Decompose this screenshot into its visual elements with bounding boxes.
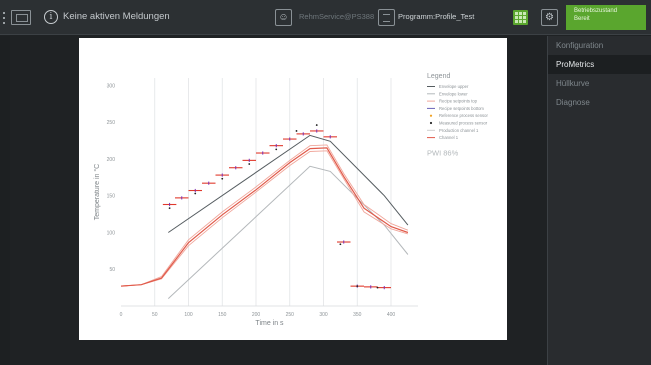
series-recipe-setpoints-top (120, 144, 409, 287)
pwi-label: PWI 86% (427, 148, 459, 157)
legend-entry: Reference process sensor (439, 113, 488, 118)
x-tick-label: 400 (387, 312, 396, 318)
y-axis-title: Temperature in °C (93, 164, 101, 221)
x-tick-label: 50 (152, 312, 158, 318)
x-tick-label: 200 (252, 312, 261, 318)
legend-entry: Recipe setpoints top (439, 99, 478, 104)
measured-point (275, 148, 278, 151)
measured-point (356, 285, 359, 288)
top-bar: i Keine aktiven Meldungen ☺ RehmService@… (0, 0, 651, 35)
x-tick-label: 0 (120, 312, 123, 318)
user-text: RehmService@PS388 (299, 12, 375, 21)
x-axis-title: Time in s (255, 320, 284, 327)
status-title: Betriebszustand (574, 8, 618, 14)
legend-swatch (429, 114, 433, 117)
series-envelope-upper (168, 134, 409, 233)
program-label[interactable]: Programm:Profile_Test (398, 12, 475, 21)
status-badge[interactable]: Betriebszustand Bereit (566, 5, 646, 30)
legend-entry: Measured process sensor (439, 121, 488, 126)
legend-entry: Envelope lower (439, 91, 468, 96)
legend-entry: Channel 1 (439, 135, 459, 140)
measured-point (339, 243, 342, 246)
sidebar-item-konfiguration[interactable]: Konfiguration (556, 41, 604, 50)
x-tick-label: 350 (353, 312, 362, 318)
left-gutter (0, 36, 10, 365)
measured-point (315, 124, 318, 126)
sidebar-item-huellkurve[interactable]: Hüllkurve (556, 79, 590, 88)
settings-icon[interactable]: ⚙ (541, 9, 558, 26)
legend-title: Legend (427, 73, 450, 80)
user-label[interactable]: RehmService@PS388 (299, 12, 374, 21)
program-icon[interactable] (378, 9, 395, 26)
status-value: Bereit (574, 16, 590, 22)
series-recipe-setpoints-bottom (120, 150, 409, 287)
measured-point (248, 163, 251, 165)
measured-point (194, 192, 197, 195)
series-channel-1 (120, 147, 409, 287)
measured-point (168, 207, 171, 210)
legend-swatch (429, 121, 433, 125)
chart-card: 0 50 100 150 200 250 300 350 400 50 100 150 200 250 30… (79, 38, 507, 340)
y-tick-label: 300 (107, 83, 116, 89)
info-icon[interactable]: i (44, 10, 58, 24)
message-text: Keine aktiven Meldungen (63, 11, 170, 22)
y-tick-label: 100 (107, 230, 116, 236)
screen-icon[interactable] (11, 10, 31, 25)
x-tick-label: 300 (319, 312, 328, 318)
menu-icon[interactable] (3, 12, 6, 24)
series-envelope-lower (167, 165, 409, 299)
user-icon[interactable]: ☺ (275, 9, 292, 26)
measured-point (221, 177, 224, 180)
x-tick-label: 150 (218, 312, 227, 318)
measured-point (376, 286, 379, 289)
measured-point (295, 130, 298, 132)
x-tick-label: 100 (184, 312, 193, 318)
legend-entry: Recipe setpoints bottom (439, 106, 484, 111)
legend-entry: Production channel 1 (439, 128, 479, 133)
y-tick-label: 150 (107, 194, 116, 200)
grid-icon[interactable] (513, 10, 528, 25)
temperature-chart: 0 50 100 150 200 250 300 350 400 50 100 150 200 250 30… (93, 73, 488, 327)
y-tick-label: 250 (107, 120, 116, 126)
y-tick-label: 50 (109, 267, 115, 273)
y-tick-label: 200 (107, 157, 116, 163)
legend-entry: Envelope upper (439, 84, 469, 89)
sidebar-item-prometrics[interactable]: ProMetrics (548, 55, 651, 74)
sidebar-item-diagnose[interactable]: Diagnose (556, 98, 590, 107)
x-tick-label: 250 (286, 312, 295, 318)
sidebar: Konfiguration ProMetrics Hüllkurve Diagn… (547, 36, 651, 365)
